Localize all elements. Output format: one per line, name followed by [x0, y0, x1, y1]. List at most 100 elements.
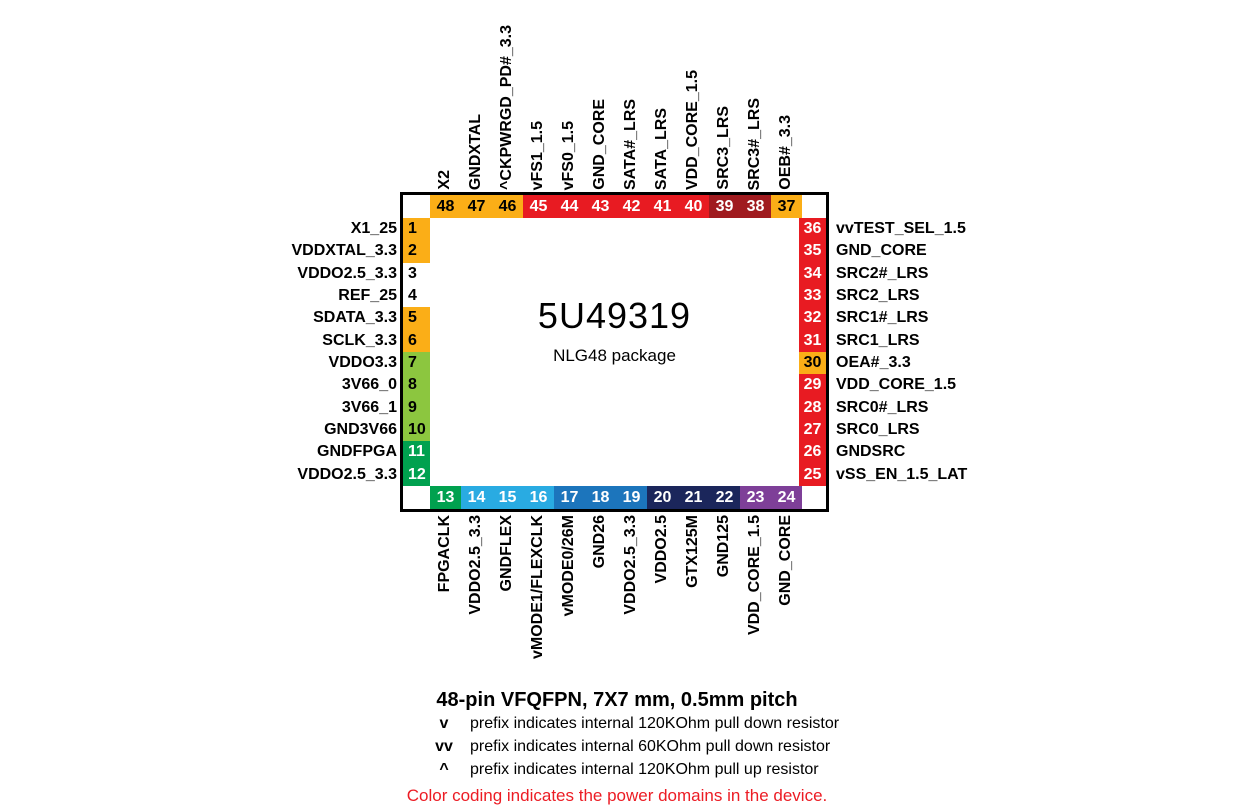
pin-label-text: SDATA_3.3: [313, 309, 397, 327]
pin-35-number: 35: [799, 240, 826, 263]
part-number: 5U49319: [537, 295, 692, 336]
pin-42-label: SATA#_LRS: [616, 2, 647, 190]
note-prefix: ^: [439, 761, 449, 778]
pin-13-label: FPGACLK: [430, 515, 461, 675]
pin-label-text: OEB#_3.3: [777, 115, 795, 190]
package-name: NLG48 package: [553, 346, 676, 365]
pin-24-number: 24: [771, 486, 802, 509]
pin-label-text: VDDO3.3: [328, 354, 397, 372]
pin-11-label: GNDFPGA: [0, 441, 397, 463]
pin-label-text: 3V66_1: [341, 398, 397, 416]
pin-label-text: VDDXTAL_3.3: [291, 242, 397, 260]
pin-27-label: SRC0_LRS: [832, 419, 1252, 441]
pin-20-label: VDDO2.5: [647, 515, 678, 675]
note-row-pullup-120k: ^ prefix indicates internal 120KOhm pull…: [431, 761, 839, 779]
pin-25-label: vSS_EN_1.5_LAT: [832, 464, 1252, 486]
corner-cell-bottom-left: [403, 486, 430, 509]
pin-48-number: 48: [430, 195, 461, 218]
pin-label-text: OEA#_3.3: [836, 354, 911, 372]
pin-7-label: VDDO3.3: [0, 352, 397, 374]
pin-16-label: vMODE1/FLEXCLK: [523, 515, 554, 675]
pin-label-text: VDDO2.5_3.3: [297, 465, 397, 483]
pin-47-label: GNDXTAL: [461, 2, 492, 190]
note-text: prefix indicates internal 120KOhm pull u…: [470, 761, 819, 778]
pin-29-label: VDD_CORE_1.5: [832, 374, 1252, 396]
chip-title-block: 5U49319 NLG48 package: [403, 295, 826, 366]
pin-45-number: 45: [523, 195, 554, 218]
pin-label-text: SRC0#_LRS: [836, 398, 929, 416]
note-row-pulldown-120k: v prefix indicates internal 120KOhm pull…: [431, 715, 840, 733]
pin-23-label: VDD_CORE_1.5: [740, 515, 771, 675]
pin-5-label: SDATA_3.3: [0, 307, 397, 329]
pin-38-label: SRC3#_LRS: [740, 2, 771, 190]
pin-17-label: vMODE0/26M: [554, 515, 585, 675]
pin-24-label: GND_CORE: [771, 515, 802, 675]
pin-43-label: GND_CORE: [585, 2, 616, 190]
pin-label-text: vMODE0/26M: [560, 515, 578, 617]
footer-title: 48-pin VFQFPN, 7X7 mm, 0.5mm pitch: [436, 689, 798, 711]
pin-37-label: OEB#_3.3: [771, 2, 802, 190]
pin-3-number: 3: [403, 262, 430, 285]
pin-2-number: 2: [403, 240, 430, 263]
pin-39-label: SRC3_LRS: [709, 2, 740, 190]
pin-5-number: 5: [403, 307, 430, 330]
pin-25-number: 25: [799, 463, 826, 486]
pin-40-label: VDD_CORE_1.5: [678, 2, 709, 190]
pin-label-text: vvTEST_SEL_1.5: [836, 220, 966, 238]
pin-label-text: vSS_EN_1.5_LAT: [836, 465, 968, 483]
pin-32-number: 32: [799, 307, 826, 330]
pin-20-number: 20: [647, 486, 678, 509]
pin-label-text: GTX125M: [684, 515, 702, 588]
pin-44-label: vFS0_1.5: [554, 2, 585, 190]
pin-label-text: REF_25: [338, 287, 397, 305]
pin-label-text: SCLK_3.3: [322, 331, 397, 349]
pin-40-number: 40: [678, 195, 709, 218]
pin-label-text: GNDFPGA: [317, 443, 397, 461]
corner-cell-top-left: [403, 195, 430, 218]
pin-6-number: 6: [403, 329, 430, 352]
pin-9-number: 9: [403, 396, 430, 419]
right-pin-numbers: 36 35 34 33 32 31 30 29 28 27 26 25: [799, 218, 826, 486]
bottom-pin-number-row: 13 14 15 16 17 18 19 20 21 22 23 24: [403, 486, 826, 509]
pin-12-label: VDDO2.5_3.3: [0, 464, 397, 486]
pin-16-number: 16: [523, 486, 554, 509]
pin-label-text: SRC1_LRS: [836, 331, 920, 349]
pin-label-text: X2: [436, 170, 454, 190]
pin-label-text: ^CKPWRGD_PD#_3.3: [498, 25, 516, 190]
pin-label-text: 3V66_0: [341, 376, 397, 394]
pin-4-label: REF_25: [0, 285, 397, 307]
color-coding-note: Color coding indicates the power domains…: [406, 786, 828, 805]
right-pin-labels: vvTEST_SEL_1.5 GND_CORE SRC2#_LRS SRC2_LRS S…: [832, 218, 1252, 486]
pin-9-label: 3V66_1: [0, 397, 397, 419]
pin-33-number: 33: [799, 284, 826, 308]
pin-38-number: 38: [740, 195, 771, 218]
pin-12-number: 12: [403, 463, 430, 486]
pin-label-text: SRC3_LRS: [715, 106, 733, 190]
pin-28-number: 28: [799, 396, 826, 419]
bottom-pin-numbers: 13 14 15 16 17 18 19 20 21 22 23 24: [430, 486, 802, 509]
pin-35-label: GND_CORE: [832, 240, 1252, 262]
pin-14-number: 14: [461, 486, 492, 509]
pin-2-label: VDDXTAL_3.3: [0, 240, 397, 262]
pin-label-text: GND_CORE: [836, 242, 927, 260]
pin-15-number: 15: [492, 486, 523, 509]
pin-27-number: 27: [799, 418, 826, 442]
chip-body: 48 47 46 45 44 43 42 41 40 39 38 37 1 2 3 4 5 6 7 8 9 10 11 12…: [400, 192, 829, 512]
pin-36-label: vvTEST_SEL_1.5: [832, 218, 1252, 240]
pin-21-number: 21: [678, 486, 709, 509]
pin-label-text: GND26: [591, 515, 609, 569]
left-pin-labels: X1_25 VDDXTAL_3.3 VDDO2.5_3.3 REF_25 SDATA_3…: [0, 218, 397, 486]
pin-31-number: 31: [799, 329, 826, 352]
pin-label-text: VDDO2.5_3.3: [297, 264, 397, 282]
pin-37-number: 37: [771, 195, 802, 218]
pin-label-text: GND_CORE: [591, 99, 609, 190]
pin-label-text: VDD_CORE_1.5: [746, 515, 764, 636]
bottom-pin-labels: FPGACLK VDDO2.5_3.3 GNDFLEX vMODE1/FLEXCLK v…: [430, 515, 802, 675]
pin-44-number: 44: [554, 195, 585, 218]
pin-30-number: 30: [799, 351, 826, 375]
pin-label-text: VDD_CORE_1.5: [684, 69, 702, 190]
top-pin-numbers: 48 47 46 45 44 43 42 41 40 39 38 37: [430, 195, 802, 218]
pin-34-number: 34: [799, 262, 826, 285]
pin-18-number: 18: [585, 486, 616, 509]
pin-label-text: VDDO2.5_3.3: [467, 515, 485, 615]
